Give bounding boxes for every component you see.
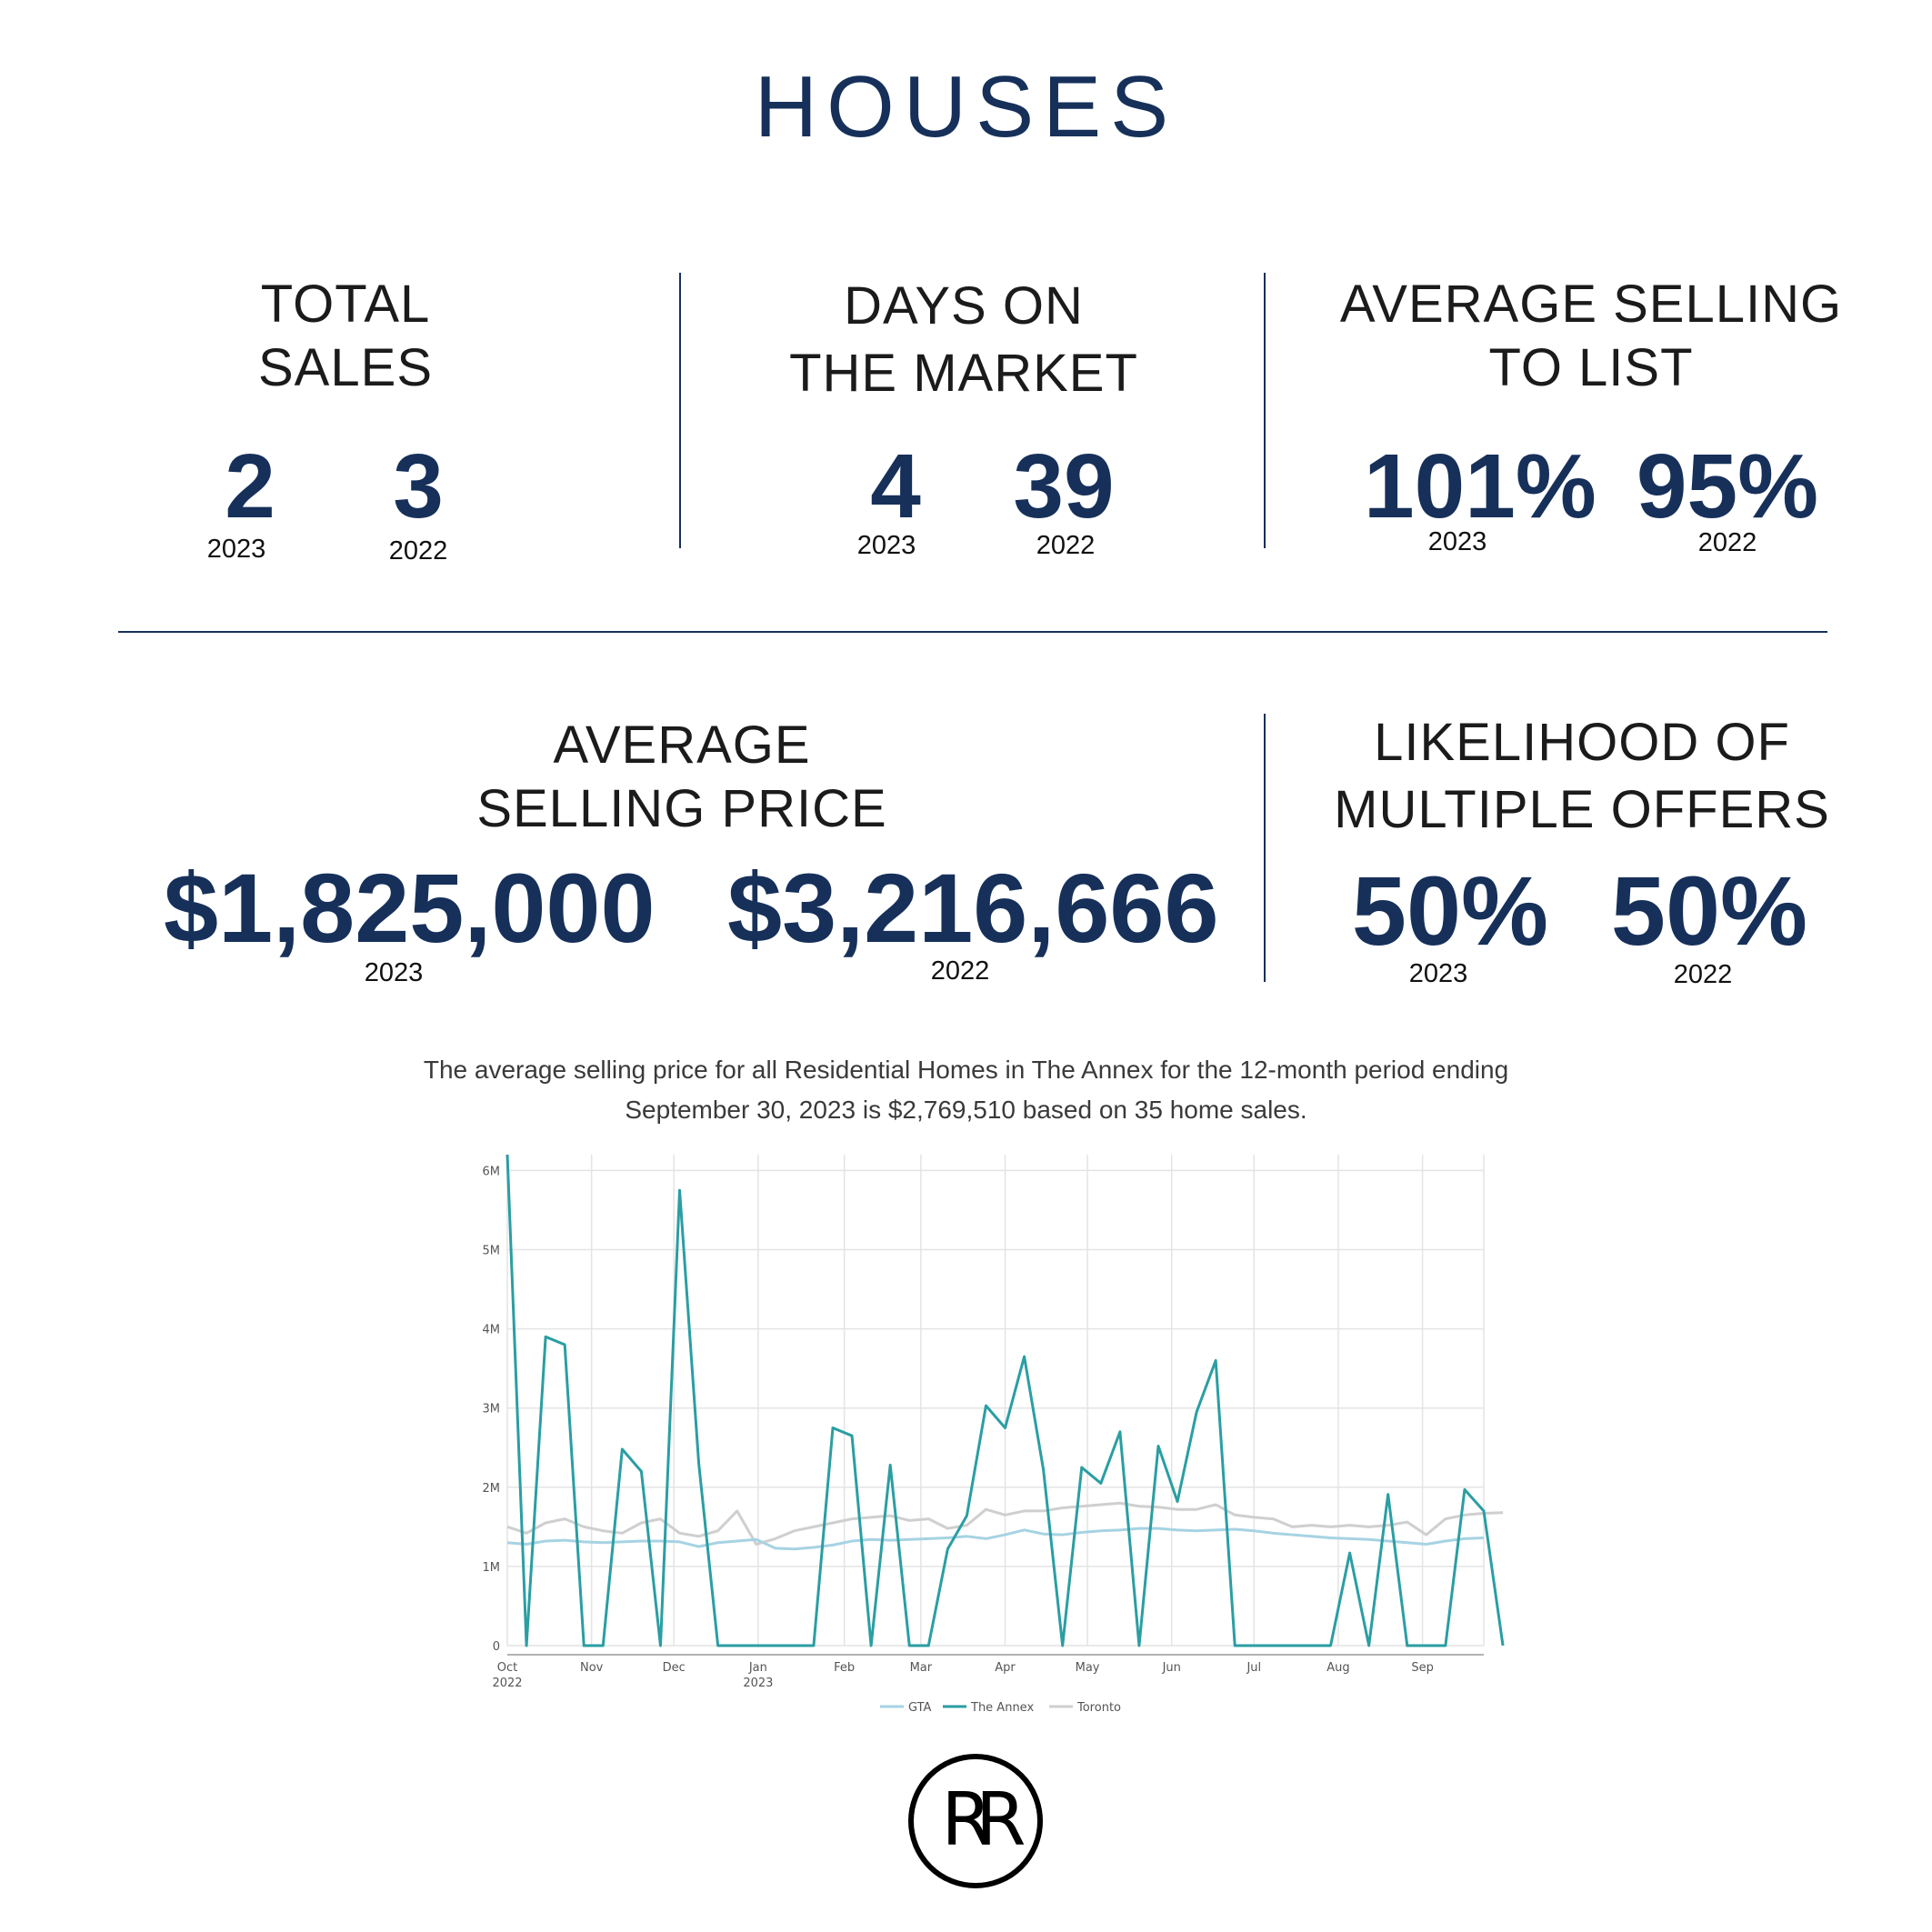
days-on-market-2022-value: 39 bbox=[1013, 435, 1115, 537]
y-tick-label: 0 bbox=[493, 1640, 500, 1654]
multiple-offers-2023-year: 2023 bbox=[1408, 959, 1468, 988]
total-sales-2023-value: 2 bbox=[225, 435, 275, 537]
total-sales-2022-value: 3 bbox=[393, 435, 444, 537]
selling-to-list-2022-year: 2022 bbox=[1697, 528, 1757, 557]
divider-2 bbox=[1264, 273, 1266, 548]
series-line bbox=[506, 1154, 1505, 1647]
total-sales-block: TOTAL SALES bbox=[164, 273, 527, 400]
x-tick-sublabel: 2022 bbox=[492, 1677, 522, 1690]
x-tick-label: Sep bbox=[1411, 1661, 1434, 1675]
x-tick-label: Aug bbox=[1326, 1661, 1349, 1675]
page-title: HOUSES bbox=[754, 58, 1178, 155]
x-tick-label: Jan bbox=[748, 1661, 767, 1675]
x-tick-label: Nov bbox=[580, 1661, 604, 1675]
avg-price-2023-value: $1,825,000 bbox=[164, 853, 656, 963]
series-line bbox=[506, 1501, 1504, 1547]
x-tick-label: Jun bbox=[1162, 1661, 1181, 1675]
x-tick-label: Oct bbox=[497, 1661, 517, 1675]
days-on-market-2023-year: 2023 bbox=[856, 531, 916, 560]
total-sales-label-1: TOTAL bbox=[260, 275, 431, 334]
avg-price-2023-year: 2023 bbox=[364, 958, 424, 987]
y-tick-label: 5M bbox=[483, 1245, 501, 1258]
selling-to-list-label-1: AVERAGE SELLING bbox=[1339, 275, 1843, 334]
multiple-offers-2023-value: 50% bbox=[1351, 856, 1549, 966]
y-tick-label: 6M bbox=[483, 1165, 501, 1178]
x-tick-label: Jul bbox=[1246, 1661, 1261, 1675]
series-line bbox=[506, 1527, 1485, 1551]
days-on-market-2023-value: 4 bbox=[870, 435, 921, 537]
y-tick-label: 1M bbox=[483, 1561, 501, 1575]
days-on-market-2022-year: 2022 bbox=[1036, 531, 1096, 560]
avg-price-label-2: SELLING PRICE bbox=[476, 779, 887, 838]
multiple-offers-label-1: LIKELIHOOD OF bbox=[1374, 713, 1790, 772]
total-sales-label-2: SALES bbox=[258, 338, 433, 397]
avg-price-2022-value: $3,216,666 bbox=[727, 853, 1219, 963]
chart-caption-line-2: September 30, 2023 is $2,769,510 based o… bbox=[625, 1096, 1307, 1124]
y-tick-label: 4M bbox=[483, 1324, 501, 1337]
avg-price-block: AVERAGE SELLING PRICE bbox=[409, 714, 955, 841]
selling-to-list-label-2: TO LIST bbox=[1488, 338, 1694, 397]
legend-label: Toronto bbox=[1076, 1701, 1121, 1715]
legend-label: The Annex bbox=[970, 1701, 1034, 1715]
chart-caption: The average selling price for all Reside… bbox=[182, 1050, 1750, 1130]
multiple-offers-label-2: MULTIPLE OFFERS bbox=[1334, 780, 1830, 839]
multiple-offers-2022-year: 2022 bbox=[1673, 960, 1733, 989]
avg-price-label-1: AVERAGE bbox=[553, 716, 811, 775]
x-tick-label: Dec bbox=[663, 1661, 686, 1675]
selling-to-list-2023-year: 2023 bbox=[1427, 527, 1487, 556]
x-tick-label: Apr bbox=[995, 1661, 1016, 1675]
total-sales-2023-year: 2023 bbox=[206, 535, 266, 564]
rr-logo: RR bbox=[908, 1754, 1043, 1888]
days-on-market-block: DAYS ON THE MARKET bbox=[755, 273, 1173, 407]
x-tick-label: May bbox=[1076, 1661, 1100, 1675]
y-tick-label: 2M bbox=[483, 1482, 501, 1496]
price-line-chart: Oct 2022 Nov Dec Jan 2023 Feb Mar Apr May Jun Jul Au… bbox=[483, 1154, 1505, 1715]
chart-caption-line-1: The average selling price for all Reside… bbox=[423, 1056, 1509, 1084]
multiple-offers-block: LIKELIHOOD OF MULTIPLE OFFERS bbox=[1309, 709, 1855, 844]
days-on-market-label-1: DAYS ON bbox=[844, 276, 1084, 335]
legend-label: GTA bbox=[908, 1701, 932, 1715]
multiple-offers-2022-value: 50% bbox=[1610, 856, 1808, 966]
divider-3 bbox=[1264, 714, 1266, 982]
avg-price-2022-year: 2022 bbox=[930, 956, 990, 986]
x-tick-label: Mar bbox=[910, 1661, 933, 1675]
days-on-market-label-2: THE MARKET bbox=[789, 344, 1138, 403]
x-tick-label: Feb bbox=[834, 1661, 855, 1675]
selling-to-list-2022-value: 95% bbox=[1636, 435, 1819, 537]
selling-to-list-block: AVERAGE SELLING TO LIST bbox=[1318, 273, 1864, 400]
selling-to-list-2023-value: 101% bbox=[1364, 435, 1597, 537]
section-divider bbox=[118, 631, 1827, 633]
divider-1 bbox=[679, 273, 681, 548]
total-sales-2022-year: 2022 bbox=[388, 536, 448, 566]
x-tick-sublabel: 2023 bbox=[743, 1677, 773, 1690]
y-tick-label: 3M bbox=[483, 1403, 501, 1416]
logo-mark: RR bbox=[941, 1777, 1025, 1862]
